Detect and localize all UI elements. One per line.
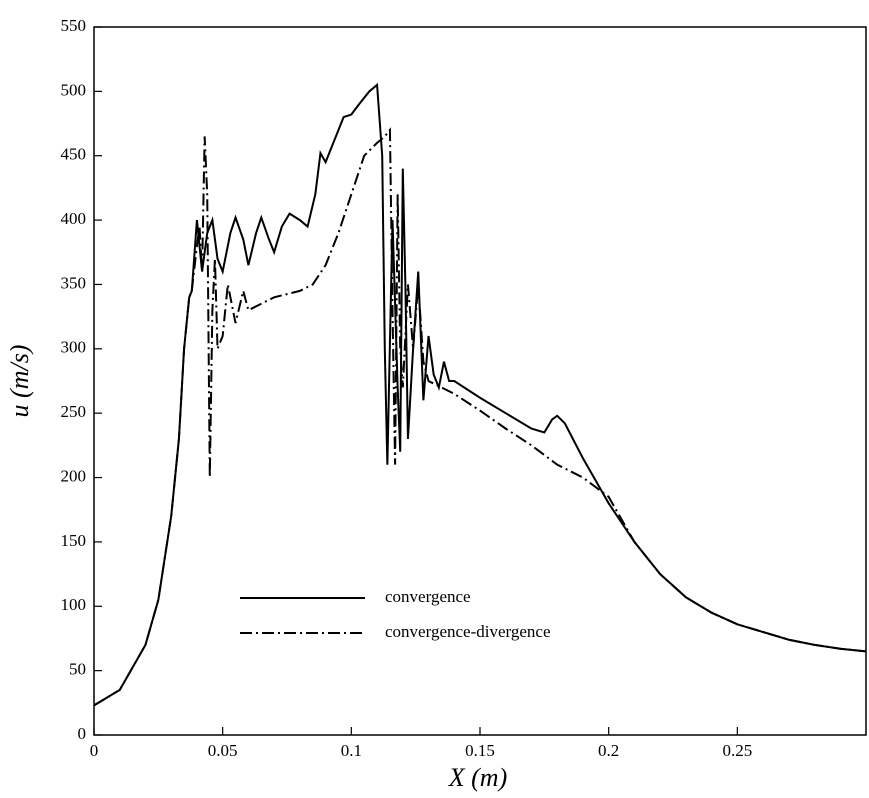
data-line xyxy=(93,127,867,707)
y-tick-label: 250 xyxy=(61,402,87,421)
legend-label: convergence xyxy=(385,587,471,606)
data-line xyxy=(93,82,867,707)
y-tick-label: 450 xyxy=(61,145,87,164)
x-tick-label: 0.05 xyxy=(208,741,238,760)
y-tick-label: 150 xyxy=(61,531,87,550)
y-tick-label: 50 xyxy=(69,660,86,679)
y-tick-label: 350 xyxy=(61,273,87,292)
legend-label: convergence-divergence xyxy=(385,622,551,641)
y-tick-label: 400 xyxy=(61,209,87,228)
y-tick-label: 0 xyxy=(78,724,87,743)
y-tick-label: 550 xyxy=(61,16,87,35)
x-tick-label: 0.25 xyxy=(722,741,752,760)
x-tick-label: 0.15 xyxy=(465,741,495,760)
x-tick-label: 0.2 xyxy=(598,741,619,760)
x-axis-label: X (m) xyxy=(448,763,507,792)
y-tick-label: 200 xyxy=(61,466,87,485)
y-axis-label: u (m/s) xyxy=(5,345,34,418)
y-tick-label: 300 xyxy=(61,338,87,357)
x-tick-label: 0 xyxy=(90,741,99,760)
x-tick-label: 0.1 xyxy=(341,741,362,760)
y-tick-label: 500 xyxy=(61,80,87,99)
y-tick-label: 100 xyxy=(61,595,87,614)
